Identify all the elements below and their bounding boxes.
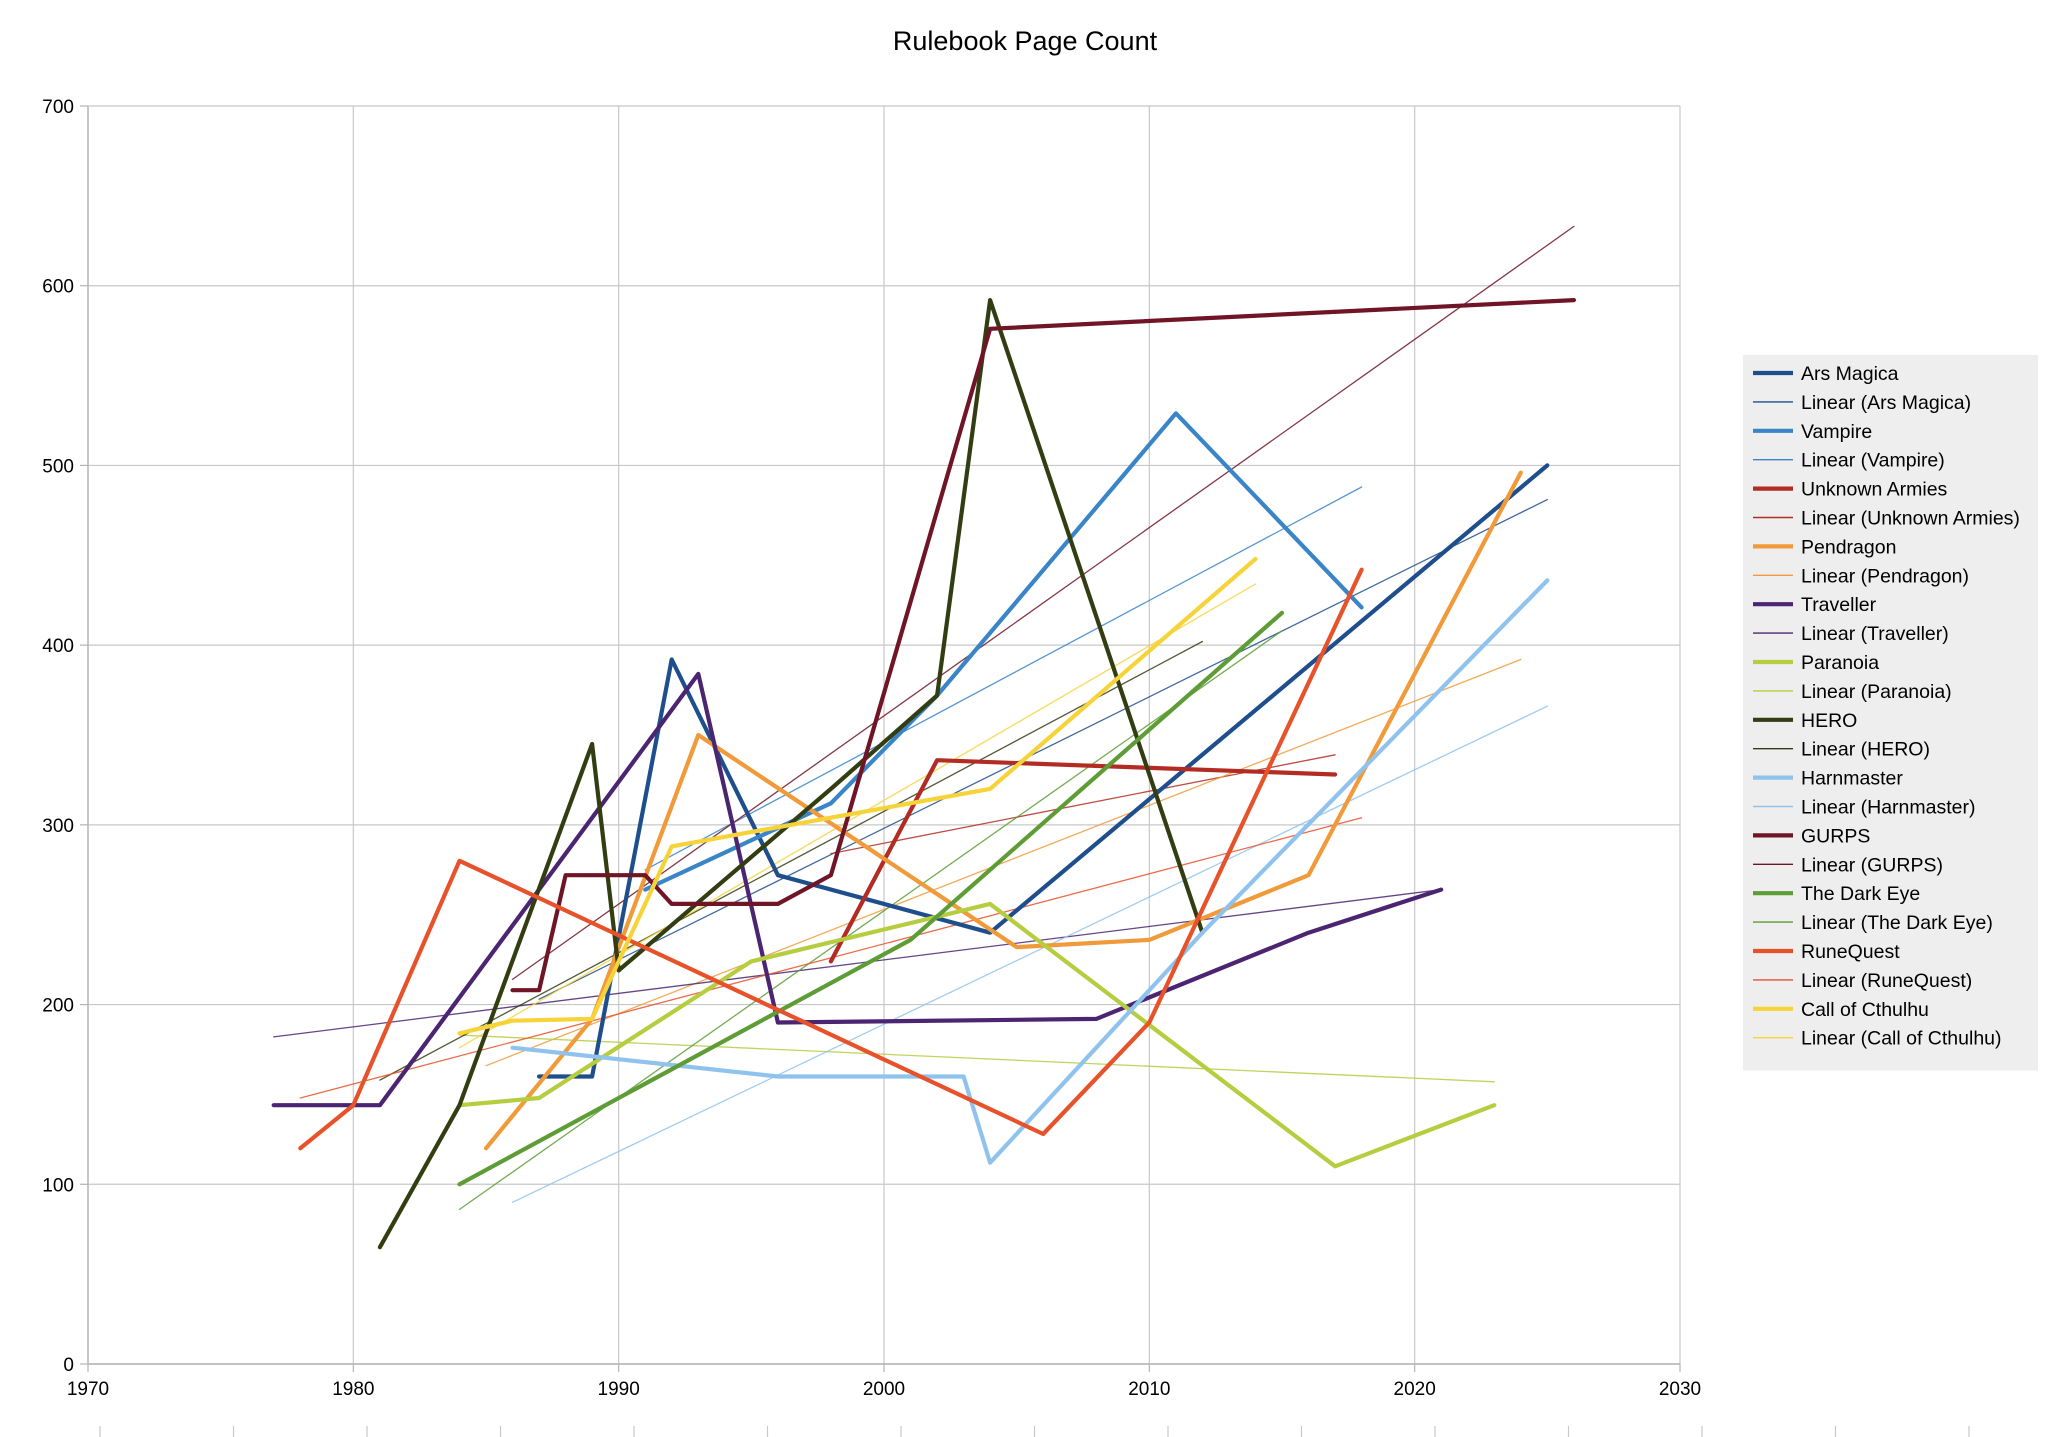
legend-label: Linear (Ars Magica) xyxy=(1801,392,1971,414)
legend-label: Linear (RuneQuest) xyxy=(1801,970,1972,992)
legend-label: Linear (Paranoia) xyxy=(1801,681,1952,703)
legend-label: Call of Cthulhu xyxy=(1801,999,1929,1021)
y-tick-label: 200 xyxy=(42,996,74,1017)
series-line-linear-ars-magica xyxy=(538,498,1548,1000)
legend-label: Linear (Call of Cthulhu) xyxy=(1801,1028,2002,1050)
legend-label: Linear (GURPS) xyxy=(1801,854,1943,876)
legend-label: Harnmaster xyxy=(1801,768,1903,790)
series-line-runequest xyxy=(298,567,1364,1151)
series-line-ars-magica xyxy=(536,463,1550,1079)
legend: Ars Magica Linear (Ars Magica) Vampire Line… xyxy=(1743,355,2038,1071)
legend-label: Linear (The Dark Eye) xyxy=(1801,912,1993,934)
y-tick-label: 600 xyxy=(42,277,74,298)
legend-label: Unknown Armies xyxy=(1801,479,1948,501)
series-line-traveller xyxy=(271,671,1444,1108)
legend-label: Linear (Unknown Armies) xyxy=(1801,508,2020,530)
series-line-unknown-armies xyxy=(828,758,1338,964)
y-tick-label: 0 xyxy=(63,1355,74,1376)
x-tick-label: 2020 xyxy=(1394,1379,1436,1400)
series-line-harnmaster xyxy=(510,578,1550,1165)
legend-label: Linear (Vampire) xyxy=(1801,450,1945,472)
legend-label: HERO xyxy=(1801,710,1857,732)
y-tick-label: 400 xyxy=(42,636,74,657)
x-tick-label: 1970 xyxy=(67,1379,109,1400)
series-line-linear-pendragon xyxy=(485,658,1522,1067)
series-line-linear-traveller xyxy=(273,888,1442,1038)
chart-title: Rulebook Page Count xyxy=(893,26,1158,56)
legend-label: Linear (HERO) xyxy=(1801,739,1930,761)
legend-label: The Dark Eye xyxy=(1801,883,1920,905)
x-tick-label: 1990 xyxy=(598,1379,640,1400)
legend-label: Ars Magica xyxy=(1801,363,1899,385)
series-line-call-of-cthulhu xyxy=(457,556,1258,1036)
data-lines xyxy=(271,298,1577,1250)
x-tick-label: 1980 xyxy=(332,1379,374,1400)
legend-label: Traveller xyxy=(1801,594,1877,616)
y-tick-label: 500 xyxy=(42,456,74,477)
legend-label: RuneQuest xyxy=(1801,941,1900,963)
series-line-the-dark-eye xyxy=(457,610,1285,1187)
legend-label: Linear (Traveller) xyxy=(1801,623,1949,645)
series-line-linear-paranoia xyxy=(458,1034,1495,1083)
series-line-linear-vampire xyxy=(644,486,1363,871)
y-tick-label: 300 xyxy=(42,816,74,837)
series-line-linear-hero xyxy=(379,640,1204,1081)
x-tick-label: 2010 xyxy=(1128,1379,1170,1400)
series-line-linear-harnmaster xyxy=(511,705,1548,1203)
series-line-paranoia xyxy=(457,901,1497,1169)
x-tick-label: 2030 xyxy=(1659,1379,1701,1400)
legend-label: GURPS xyxy=(1801,825,1870,847)
legend-label: Linear (Pendragon) xyxy=(1801,565,1969,587)
series-line-linear-the-dark-eye xyxy=(458,630,1283,1211)
series-line-gurps xyxy=(510,298,1577,993)
axes: 1970 1980 1990 2000 2010 2020 2030 0 100 200 300 40… xyxy=(42,97,1970,1437)
legend-label: Paranoia xyxy=(1801,652,1879,674)
y-tick-label: 700 xyxy=(42,97,74,118)
legend-label: Linear (Harnmaster) xyxy=(1801,797,1975,819)
x-tick-label: 2000 xyxy=(863,1379,905,1400)
legend-label: Vampire xyxy=(1801,421,1872,443)
y-tick-label: 100 xyxy=(42,1175,74,1196)
series-line-linear-gurps xyxy=(511,225,1575,981)
series-line-linear-call-of-cthulhu xyxy=(458,583,1257,1049)
legend-label: Pendragon xyxy=(1801,536,1896,558)
